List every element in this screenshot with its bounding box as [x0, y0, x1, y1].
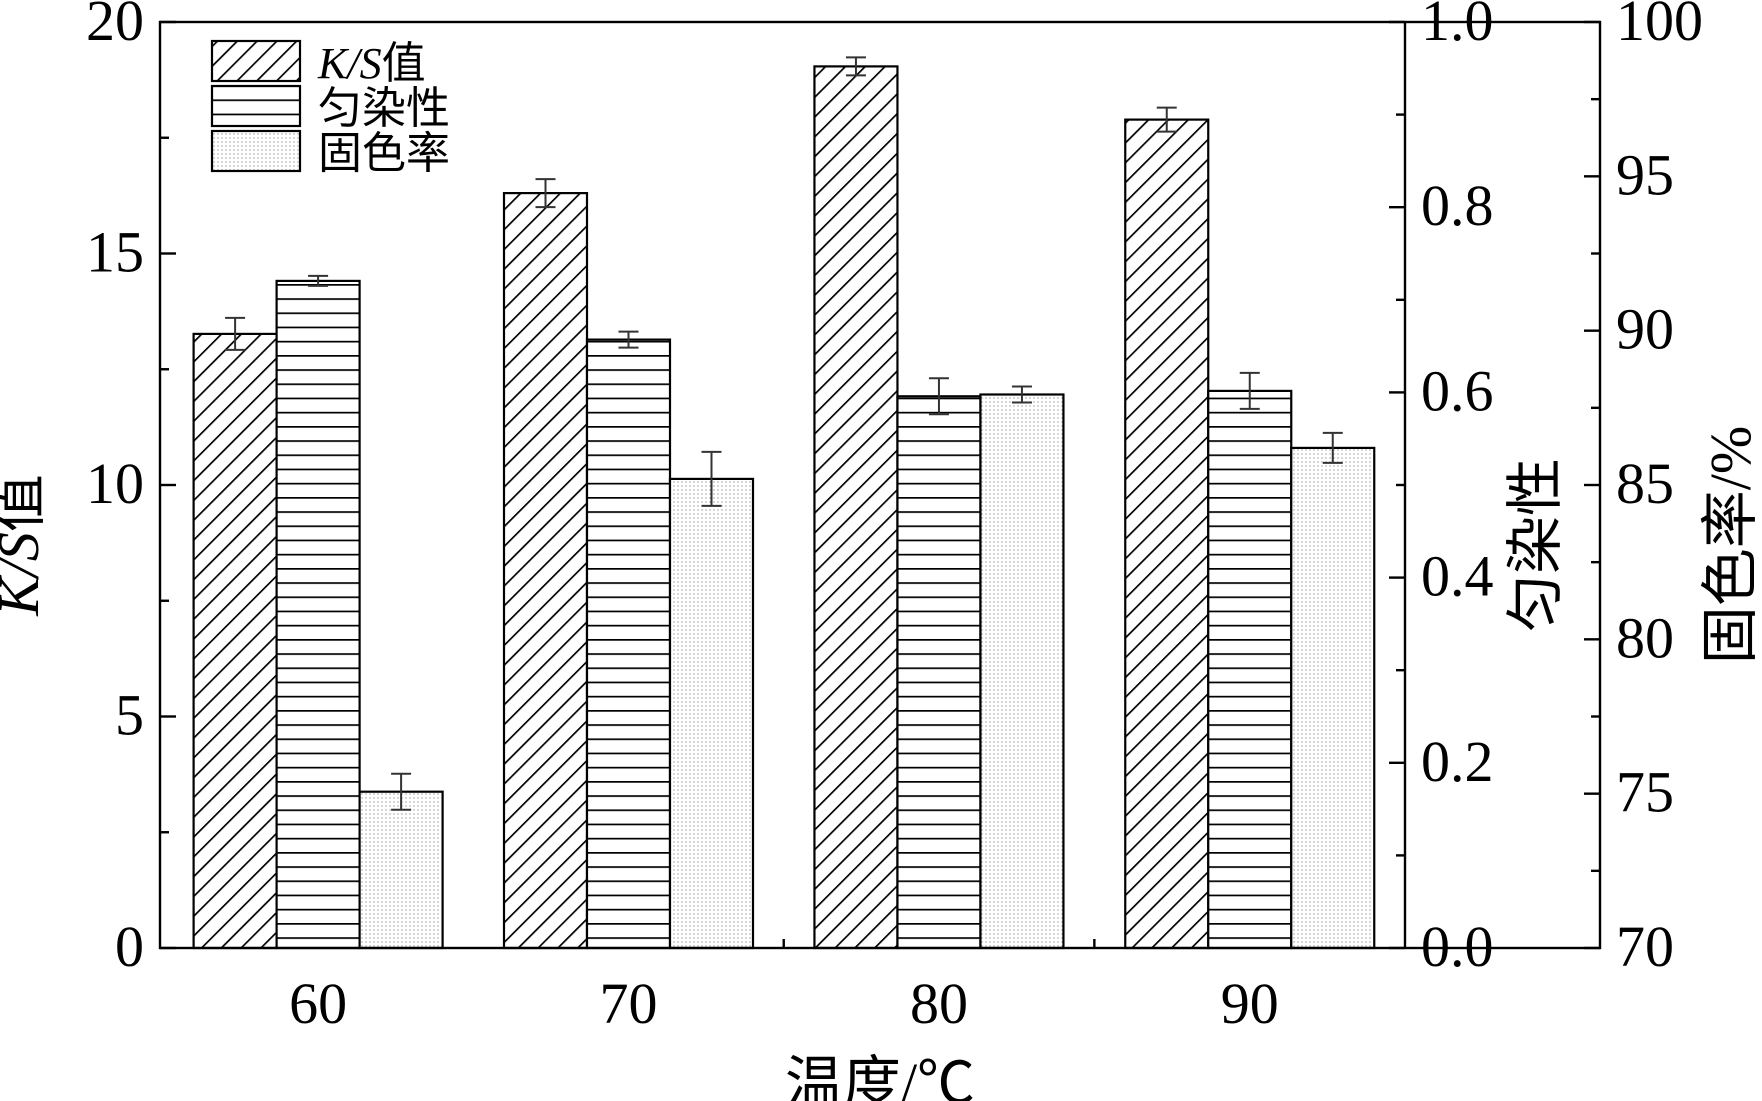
svg-text:温度/℃: 温度/℃: [785, 1051, 975, 1101]
svg-text:0.6: 0.6: [1421, 358, 1494, 423]
svg-text:90: 90: [1616, 297, 1674, 362]
svg-text:0: 0: [115, 914, 144, 979]
svg-text:60: 60: [289, 971, 347, 1036]
svg-text:90: 90: [1221, 971, 1279, 1036]
svg-text:70: 70: [1616, 914, 1674, 979]
svg-text:匀染性: 匀染性: [318, 84, 450, 133]
svg-text:15: 15: [86, 220, 144, 285]
svg-text:20: 20: [86, 0, 144, 53]
svg-text:匀染性: 匀染性: [1503, 458, 1568, 632]
svg-text:85: 85: [1616, 451, 1674, 516]
svg-text:95: 95: [1616, 142, 1674, 207]
svg-text:0.0: 0.0: [1421, 914, 1494, 979]
svg-text:80: 80: [1616, 605, 1674, 670]
svg-text:75: 75: [1616, 760, 1674, 825]
svg-text:固色率: 固色率: [318, 129, 450, 178]
svg-text:K/S值: K/S值: [317, 39, 426, 88]
svg-text:0.2: 0.2: [1421, 729, 1494, 794]
svg-text:0.8: 0.8: [1421, 173, 1494, 238]
svg-text:80: 80: [910, 971, 968, 1036]
svg-text:5: 5: [115, 683, 144, 748]
svg-text:1.0: 1.0: [1421, 0, 1494, 53]
svg-text:固色率/%: 固色率/%: [1698, 426, 1762, 664]
svg-text:K/S值: K/S值: [0, 474, 51, 617]
svg-text:100: 100: [1616, 0, 1703, 53]
svg-text:10: 10: [86, 451, 144, 516]
svg-text:0.4: 0.4: [1421, 544, 1494, 609]
svg-text:70: 70: [600, 971, 658, 1036]
